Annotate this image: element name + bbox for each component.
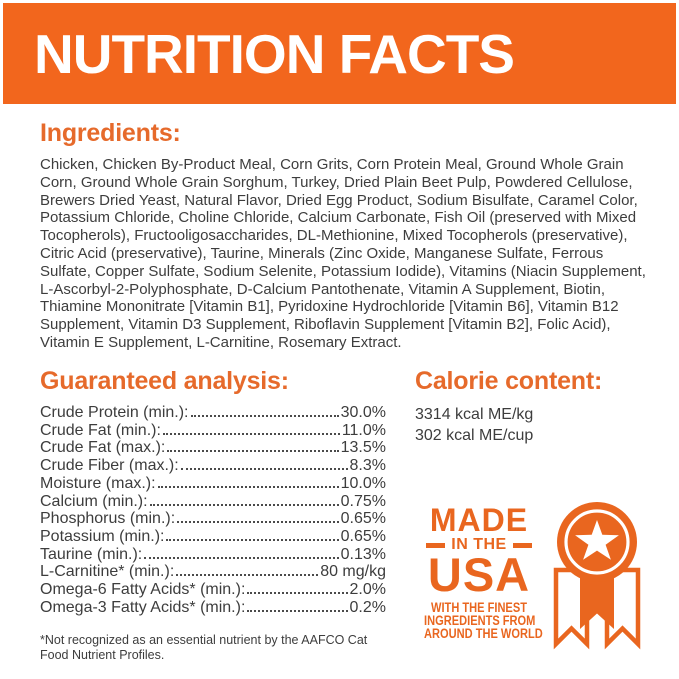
analysis-value: 8.3%	[349, 457, 386, 475]
dash-left	[426, 542, 446, 548]
analysis-row: Moisture (max.): 10.0%	[40, 475, 386, 493]
analysis-value: 11.0%	[341, 421, 386, 439]
analysis-row: L-Carnitine* (min.): 80 mg/kg	[40, 563, 386, 581]
calorie-value-line: 302 kcal ME/cup	[415, 427, 534, 444]
dotted-leader	[247, 592, 348, 595]
analysis-row: Omega-3 Fatty Acids* (min.): 0.2%	[40, 599, 386, 617]
ingredients-heading: Ingredients:	[40, 119, 181, 147]
award-ribbon-star-icon	[548, 500, 652, 650]
guaranteed-analysis-heading: Guaranteed analysis:	[40, 367, 289, 395]
analysis-label: Omega-6 Fatty Acids* (min.):	[40, 581, 246, 599]
analysis-label: Crude Fat (max.):	[40, 439, 166, 457]
header-banner: NUTRITION FACTS	[3, 3, 676, 104]
analysis-value: 10.0%	[340, 474, 386, 492]
analysis-label: Crude Fiber (max.):	[40, 457, 179, 475]
analysis-row: Crude Fat (min.): 11.0%	[40, 422, 386, 440]
analysis-row: Potassium (min.): 0.65%	[40, 528, 386, 546]
analysis-value: 80 mg/kg	[320, 563, 386, 581]
analysis-row: Taurine (min.): 0.13%	[40, 546, 386, 564]
analysis-label: Crude Fat (min.):	[40, 421, 161, 439]
analysis-row: Crude Protein (min.): 30.0%	[40, 404, 386, 422]
ingredients-text: Chicken, Chicken By-Product Meal, Corn G…	[40, 156, 646, 351]
calorie-content-heading: Calorie content:	[415, 367, 603, 395]
analysis-label: Taurine (min.):	[40, 545, 143, 563]
analysis-value: 0.13%	[340, 545, 386, 563]
analysis-value: 0.2%	[349, 598, 386, 616]
page-title: NUTRITION FACTS	[34, 22, 515, 85]
in-the-row: IN THE	[412, 537, 546, 553]
analysis-value: 2.0%	[349, 581, 386, 599]
dotted-leader	[149, 503, 339, 506]
analysis-row: Omega-6 Fatty Acids* (min.): 2.0%	[40, 581, 386, 599]
analysis-value: 0.75%	[340, 492, 386, 510]
in-the-text: IN THE	[451, 536, 507, 553]
analysis-row: Calcium (min.): 0.75%	[40, 493, 386, 511]
analysis-label: Calcium (min.):	[40, 492, 148, 510]
guaranteed-analysis-section: Guaranteed analysis: Crude Protein (min.…	[40, 368, 386, 663]
analysis-row: Phosphorus (min.): 0.65%	[40, 510, 386, 528]
dotted-leader	[167, 450, 339, 453]
analysis-label: Phosphorus (min.):	[40, 510, 176, 528]
analysis-value: 30.0%	[340, 404, 386, 421]
dash-right	[512, 542, 532, 548]
dotted-leader	[177, 521, 339, 524]
analysis-label: Omega-3 Fatty Acids* (min.):	[40, 598, 246, 616]
analysis-label: L-Carnitine* (min.):	[40, 563, 175, 581]
analysis-row: Crude Fiber (max.): 8.3%	[40, 457, 386, 475]
usa-tagline-line: AROUND THE WORLD	[424, 625, 543, 641]
guaranteed-analysis-table: Crude Protein (min.): 30.0% Crude Fat (m…	[40, 404, 386, 616]
dotted-leader	[162, 432, 340, 435]
dotted-leader	[190, 415, 339, 417]
made-text: MADE	[429, 502, 529, 538]
aafco-footnote: *Not recognized as an essential nutrient…	[40, 633, 368, 663]
made-in-usa-block: MADE IN THE USA WITH THE FINEST INGREDIE…	[412, 502, 546, 641]
dotted-leader	[166, 538, 339, 541]
analysis-label: Moisture (max.):	[40, 474, 156, 492]
analysis-row: Crude Fat (max.): 13.5%	[40, 439, 386, 457]
dotted-leader	[144, 556, 339, 559]
analysis-label: Potassium (min.):	[40, 527, 165, 545]
analysis-value: 0.65%	[340, 510, 386, 528]
calorie-values: 3314 kcal ME/kg 302 kcal ME/cup	[415, 404, 665, 446]
analysis-value: 0.65%	[340, 527, 386, 545]
usa-text: USA	[427, 548, 531, 601]
usa-tagline-line: INGREDIENTS FROM	[424, 612, 536, 628]
analysis-label: Crude Protein (min.):	[40, 404, 189, 421]
ingredients-section: Ingredients: Chicken, Chicken By-Product…	[40, 120, 652, 352]
dotted-leader	[247, 609, 348, 612]
usa-tagline: WITH THE FINEST INGREDIENTS FROM AROUND …	[412, 600, 546, 641]
analysis-value: 13.5%	[340, 439, 386, 457]
dotted-leader	[180, 468, 348, 471]
dotted-leader	[157, 485, 339, 488]
calorie-content-section: Calorie content: 3314 kcal ME/kg 302 kca…	[415, 368, 665, 446]
calorie-value-line: 3314 kcal ME/kg	[415, 406, 534, 423]
dotted-leader	[176, 574, 319, 577]
usa-tagline-line: WITH THE FINEST	[431, 600, 527, 615]
